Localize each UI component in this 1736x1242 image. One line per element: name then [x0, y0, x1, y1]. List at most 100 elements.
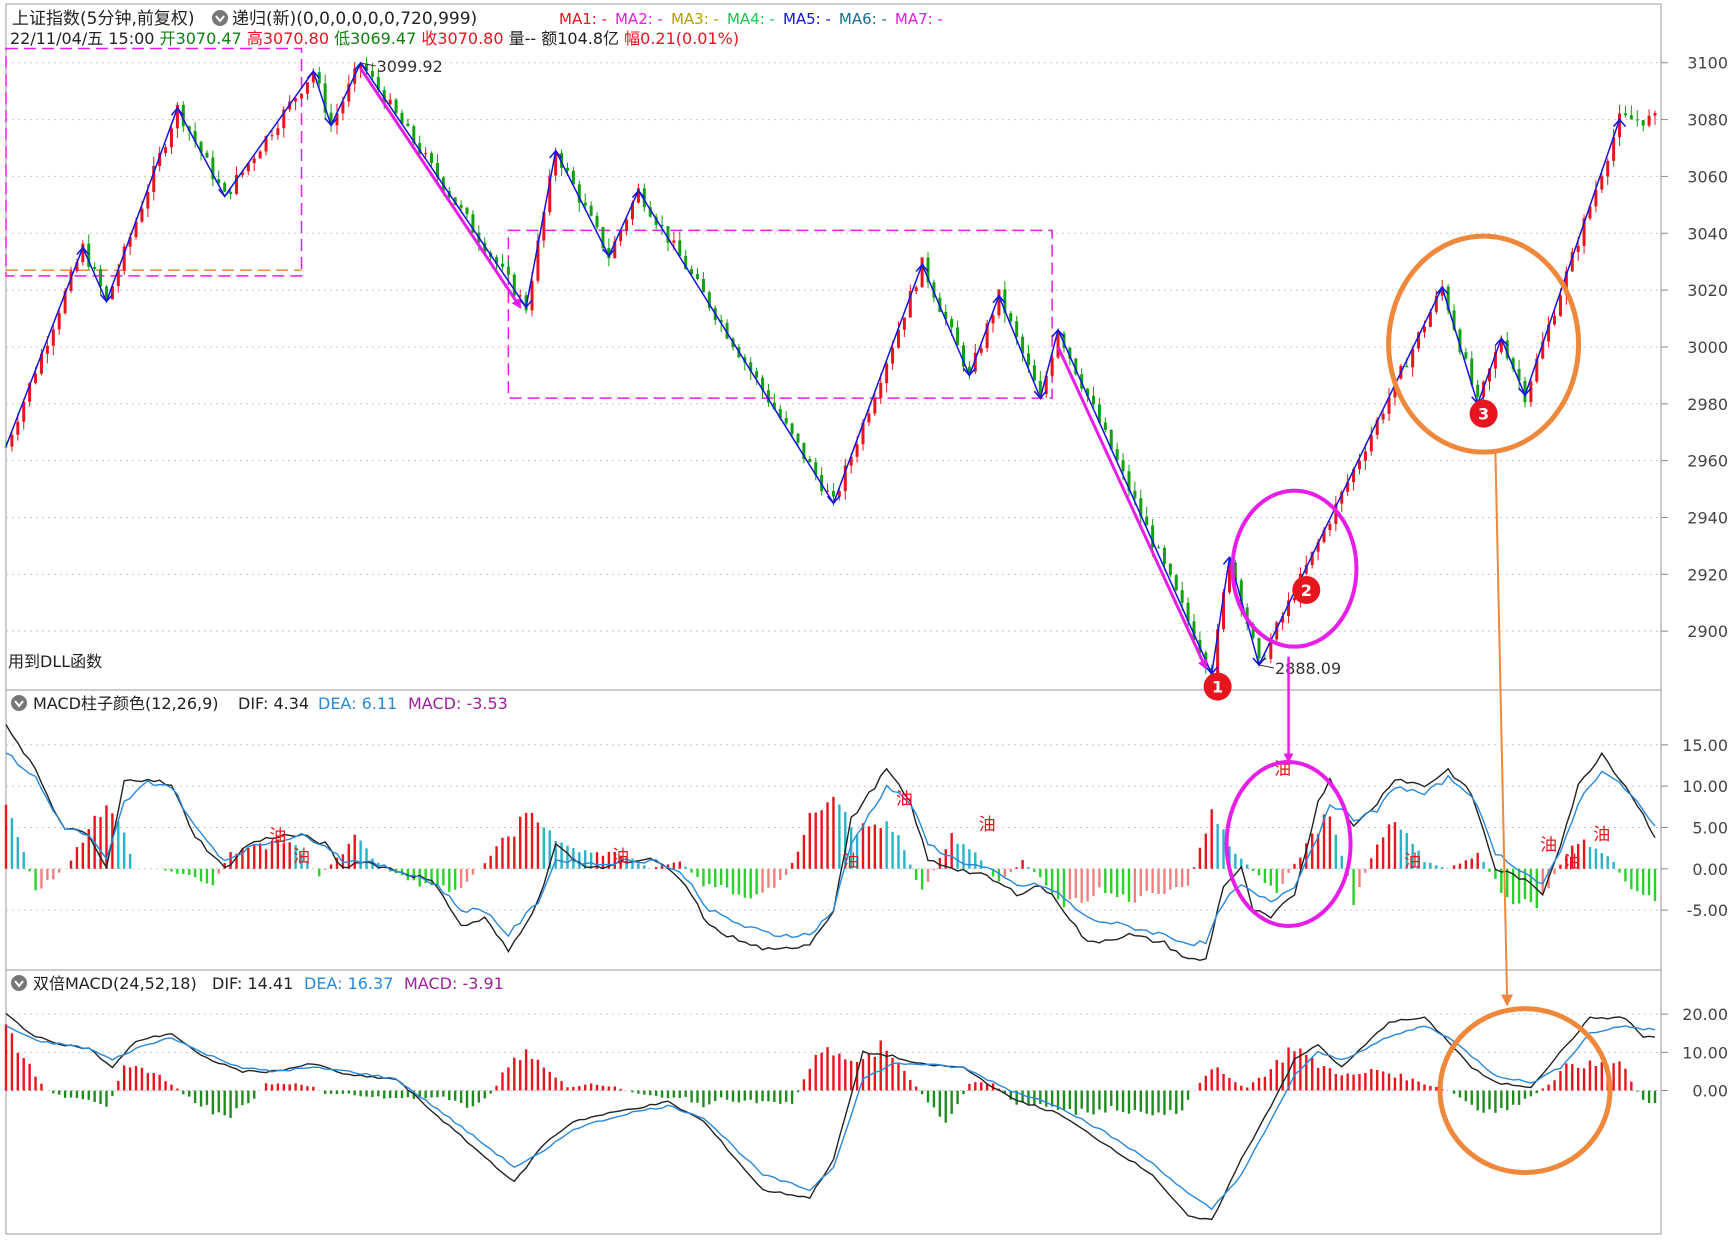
candle-body [1038, 380, 1042, 395]
dll-note: 用到DLL函数 [8, 652, 102, 671]
candle-body [1576, 245, 1580, 253]
candle-body [666, 226, 670, 243]
candle-body [39, 353, 43, 374]
highlight-circle [1230, 488, 1359, 649]
macd-title: MACD柱子颜色(12,26,9) [33, 694, 219, 713]
candle-body [1618, 113, 1622, 138]
zigzag-arrowhead [1435, 286, 1449, 295]
candle-body [465, 207, 469, 215]
candle-body [1251, 623, 1255, 639]
candle-body [75, 262, 79, 272]
double-macd-collapse-icon[interactable] [11, 975, 27, 991]
candle-body [376, 76, 380, 90]
candle-body [1097, 404, 1101, 423]
candle-body [1316, 542, 1320, 552]
candle-body [961, 345, 965, 367]
candle-body [1074, 358, 1078, 375]
ohlc-part: 低 [334, 29, 350, 48]
annotation-overlays: 1 2 3 [359, 67, 1613, 1176]
candle-body [246, 163, 250, 172]
candlesticks [4, 57, 1657, 685]
candle-body [175, 104, 179, 129]
candle-body [365, 63, 369, 71]
candle-body [282, 109, 286, 129]
zigzag-arrowhead [218, 188, 232, 198]
candle-body [1292, 597, 1296, 601]
highlight-circle [1437, 1006, 1613, 1176]
candle-body [146, 192, 150, 209]
candle-body [1488, 368, 1492, 382]
candle-body [430, 153, 434, 163]
candle-body [34, 373, 38, 383]
candle-body [140, 208, 144, 222]
y-tick-label: 0.00 [1692, 1082, 1728, 1101]
candle-body [388, 99, 392, 105]
candle-body [967, 366, 971, 372]
candle-body [347, 83, 351, 102]
y-tick-label: 3020 [1687, 281, 1728, 300]
candle-body [672, 240, 676, 243]
candle-body [690, 269, 694, 275]
ma-label: MA1: - [559, 10, 607, 28]
candle-body [979, 348, 983, 353]
candle-body [495, 257, 499, 264]
candle-body [619, 230, 623, 242]
candle-body [595, 215, 599, 228]
candle-body [867, 413, 871, 423]
candle-body [370, 70, 374, 77]
extreme-price-label: 2888.09 [1275, 659, 1341, 678]
chart-header: 上证指数(5分钟,前复权) 递归(新)(0,0,0,0,0,0,720,999)… [8, 9, 943, 671]
candle-body [1340, 491, 1344, 504]
candle-body [761, 377, 765, 391]
candle-body [802, 442, 806, 459]
candle-body [199, 141, 203, 153]
zigzag-arrowhead [324, 117, 338, 127]
numbered-marker [1292, 575, 1321, 604]
candle-body [719, 320, 723, 323]
candle-body [1523, 380, 1527, 403]
chevron-down-icon [14, 700, 24, 708]
candle-body [500, 263, 504, 267]
indicator-label: 递归(新)(0,0,0,0,0,0,720,999) [232, 9, 477, 29]
macd-histogram [4, 796, 1657, 909]
candle-body [264, 136, 268, 152]
range-box [5, 47, 303, 277]
candle-body [755, 371, 759, 378]
candle-body [1411, 348, 1415, 368]
candle-body [1257, 638, 1261, 659]
highlight-circle [1386, 233, 1582, 455]
candle-body [1216, 629, 1220, 680]
zigzag-arrowhead [306, 70, 320, 79]
candle-body [400, 112, 404, 124]
candle-body [1641, 120, 1645, 126]
candle-body [205, 152, 209, 158]
macd-collapse-icon[interactable] [11, 695, 27, 711]
candle-body [1032, 365, 1036, 381]
candle-body [843, 465, 847, 492]
candle-body [181, 104, 185, 127]
marker-number: 2 [1301, 581, 1312, 600]
candle-body [766, 390, 770, 403]
dropdown-chevron-icon[interactable] [212, 10, 228, 26]
candle-body [1629, 115, 1633, 120]
ma-label: MA2: - [615, 10, 663, 28]
candle-body [453, 197, 457, 205]
double-macd-dif-label: DIF: 14.41 [212, 974, 293, 993]
candle-body [1517, 368, 1521, 381]
candle-body [631, 202, 635, 220]
candle-body [1269, 639, 1273, 659]
y-tick-label: 15.00 [1682, 736, 1728, 755]
candle-body [152, 165, 156, 193]
chevron-down-icon [14, 980, 24, 988]
y-tick-label: 2980 [1687, 395, 1728, 414]
candle-body [778, 409, 782, 419]
candle-body [1635, 119, 1639, 121]
candle-body [772, 402, 776, 410]
candle-body [896, 329, 900, 348]
zigzag-arrowhead [549, 149, 563, 159]
ohlc-part: 高 [247, 29, 263, 48]
zigzag-arrowhead [76, 246, 90, 255]
candle-body [418, 143, 422, 154]
candle-body [1281, 616, 1285, 623]
